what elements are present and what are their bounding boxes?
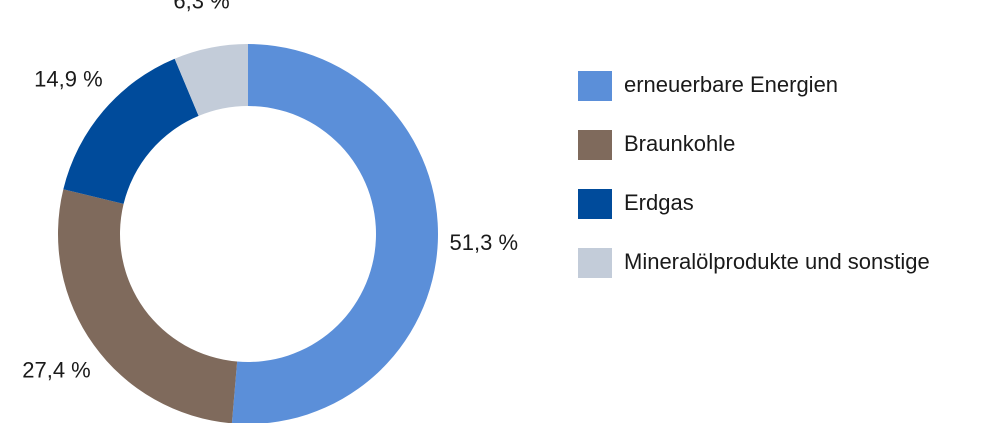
legend-label: Braunkohle [624, 131, 735, 156]
donut-segment [174, 44, 248, 116]
legend-label: Mineralölprodukte und sonstige [624, 249, 930, 274]
donut-segment [231, 44, 438, 424]
legend-label: erneuerbare Energien [624, 72, 838, 97]
legend-swatch [578, 189, 612, 219]
data-label: 14,9 % [34, 67, 103, 92]
legend-swatch [578, 130, 612, 160]
legend-swatch [578, 248, 612, 278]
data-label: 27,4 % [22, 358, 91, 383]
donut-segment [63, 58, 199, 204]
data-label: 6,3 % [173, 0, 229, 13]
data-label: 51,3 % [450, 230, 519, 255]
legend-label: Erdgas [624, 190, 694, 215]
legend-swatch [578, 71, 612, 101]
donut-segment [57, 189, 238, 424]
